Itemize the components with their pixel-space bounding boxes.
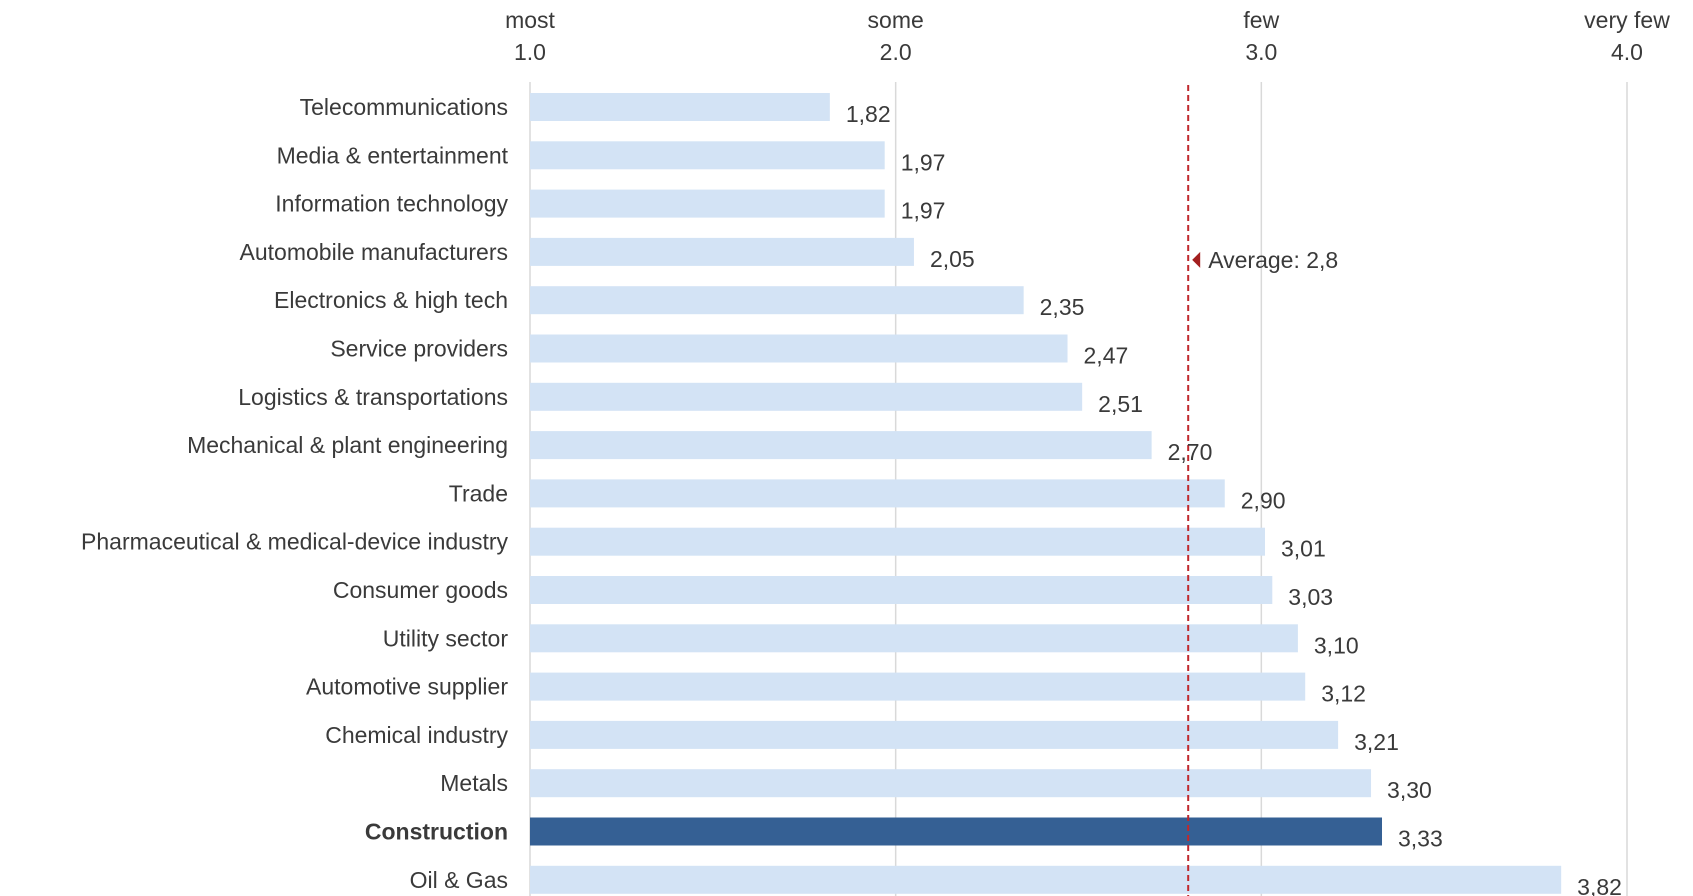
value-label-4: 2,35 [1040, 294, 1085, 320]
tick-label-3: 4.0 [1611, 39, 1643, 65]
value-label-16: 3,82 [1577, 874, 1622, 896]
value-label-13: 3,21 [1354, 729, 1399, 755]
x-axis-ticks: most 1.0 some 2.0 few 3.0 very few 4.0 [505, 7, 1670, 65]
category-label-9: Pharmaceutical & medical-device industry [81, 529, 508, 555]
category-label-4: Electronics & high tech [274, 287, 508, 313]
average-label: Average: 2,8 [1208, 247, 1338, 273]
category-label-8: Trade [449, 480, 508, 506]
average-line-group: Average: 2,8 [1187, 85, 1338, 896]
bar-14 [530, 769, 1372, 798]
tick-word-0: most [505, 7, 555, 33]
tick-word-2: few [1243, 7, 1279, 33]
value-label-7: 2,70 [1168, 439, 1213, 465]
bar-7 [530, 431, 1152, 460]
bar-16 [530, 865, 1562, 894]
category-label-2: Information technology [275, 191, 508, 217]
tick-label-1: 2.0 [880, 39, 912, 65]
tick-word-3: very few [1584, 7, 1670, 33]
category-label-6: Logistics & transportations [238, 384, 508, 410]
category-label-12: Automotive supplier [306, 674, 508, 700]
bar-11 [530, 624, 1298, 653]
value-label-2: 1,97 [901, 198, 946, 224]
tick-word-1: some [868, 7, 924, 33]
value-label-14: 3,30 [1387, 777, 1432, 803]
value-label-6: 2,51 [1098, 391, 1143, 417]
tick-label-0: 1.0 [514, 39, 546, 65]
bar-9 [530, 527, 1265, 556]
category-label-15: Construction [365, 819, 508, 845]
category-label-0: Telecommunications [300, 94, 508, 120]
category-label-10: Consumer goods [333, 577, 508, 603]
bar-8 [530, 479, 1225, 508]
category-label-13: Chemical industry [325, 722, 508, 748]
bar-13 [530, 720, 1339, 749]
bar-5 [530, 334, 1068, 363]
bar-3 [530, 237, 914, 266]
value-label-10: 3,03 [1288, 584, 1333, 610]
bar-4 [530, 286, 1024, 315]
average-marker-icon [1192, 251, 1201, 268]
bar-12 [530, 672, 1306, 701]
value-label-12: 3,12 [1321, 681, 1366, 707]
value-label-11: 3,10 [1314, 632, 1359, 658]
value-label-15: 3,33 [1398, 826, 1443, 852]
category-label-11: Utility sector [383, 625, 509, 651]
category-label-16: Oil & Gas [410, 867, 508, 893]
value-label-0: 1,82 [846, 101, 891, 127]
bar-10 [530, 576, 1273, 604]
category-label-5: Service providers [330, 336, 508, 362]
category-labels: Telecommunications Media & entertainment I… [81, 94, 509, 893]
bar-15 [530, 817, 1383, 846]
value-label-8: 2,90 [1241, 487, 1286, 513]
category-label-7: Mechanical & plant engineering [187, 432, 508, 458]
value-label-1: 1,97 [901, 149, 946, 175]
bar-0 [530, 93, 830, 121]
bar-6 [530, 382, 1083, 411]
value-labels: 1,82 1,97 1,97 2,05 2,35 2,47 2,51 2,70 2,90 3,01… [846, 101, 1622, 896]
bar-2 [530, 189, 885, 218]
category-label-3: Automobile manufacturers [240, 239, 508, 265]
tick-label-2: 3.0 [1245, 39, 1277, 65]
category-label-14: Metals [440, 770, 508, 796]
bar-1 [530, 141, 885, 170]
value-label-3: 2,05 [930, 246, 975, 272]
value-label-5: 2,47 [1084, 343, 1129, 369]
bars [530, 93, 1562, 894]
value-label-9: 3,01 [1281, 536, 1326, 562]
category-label-1: Media & entertainment [277, 142, 509, 168]
